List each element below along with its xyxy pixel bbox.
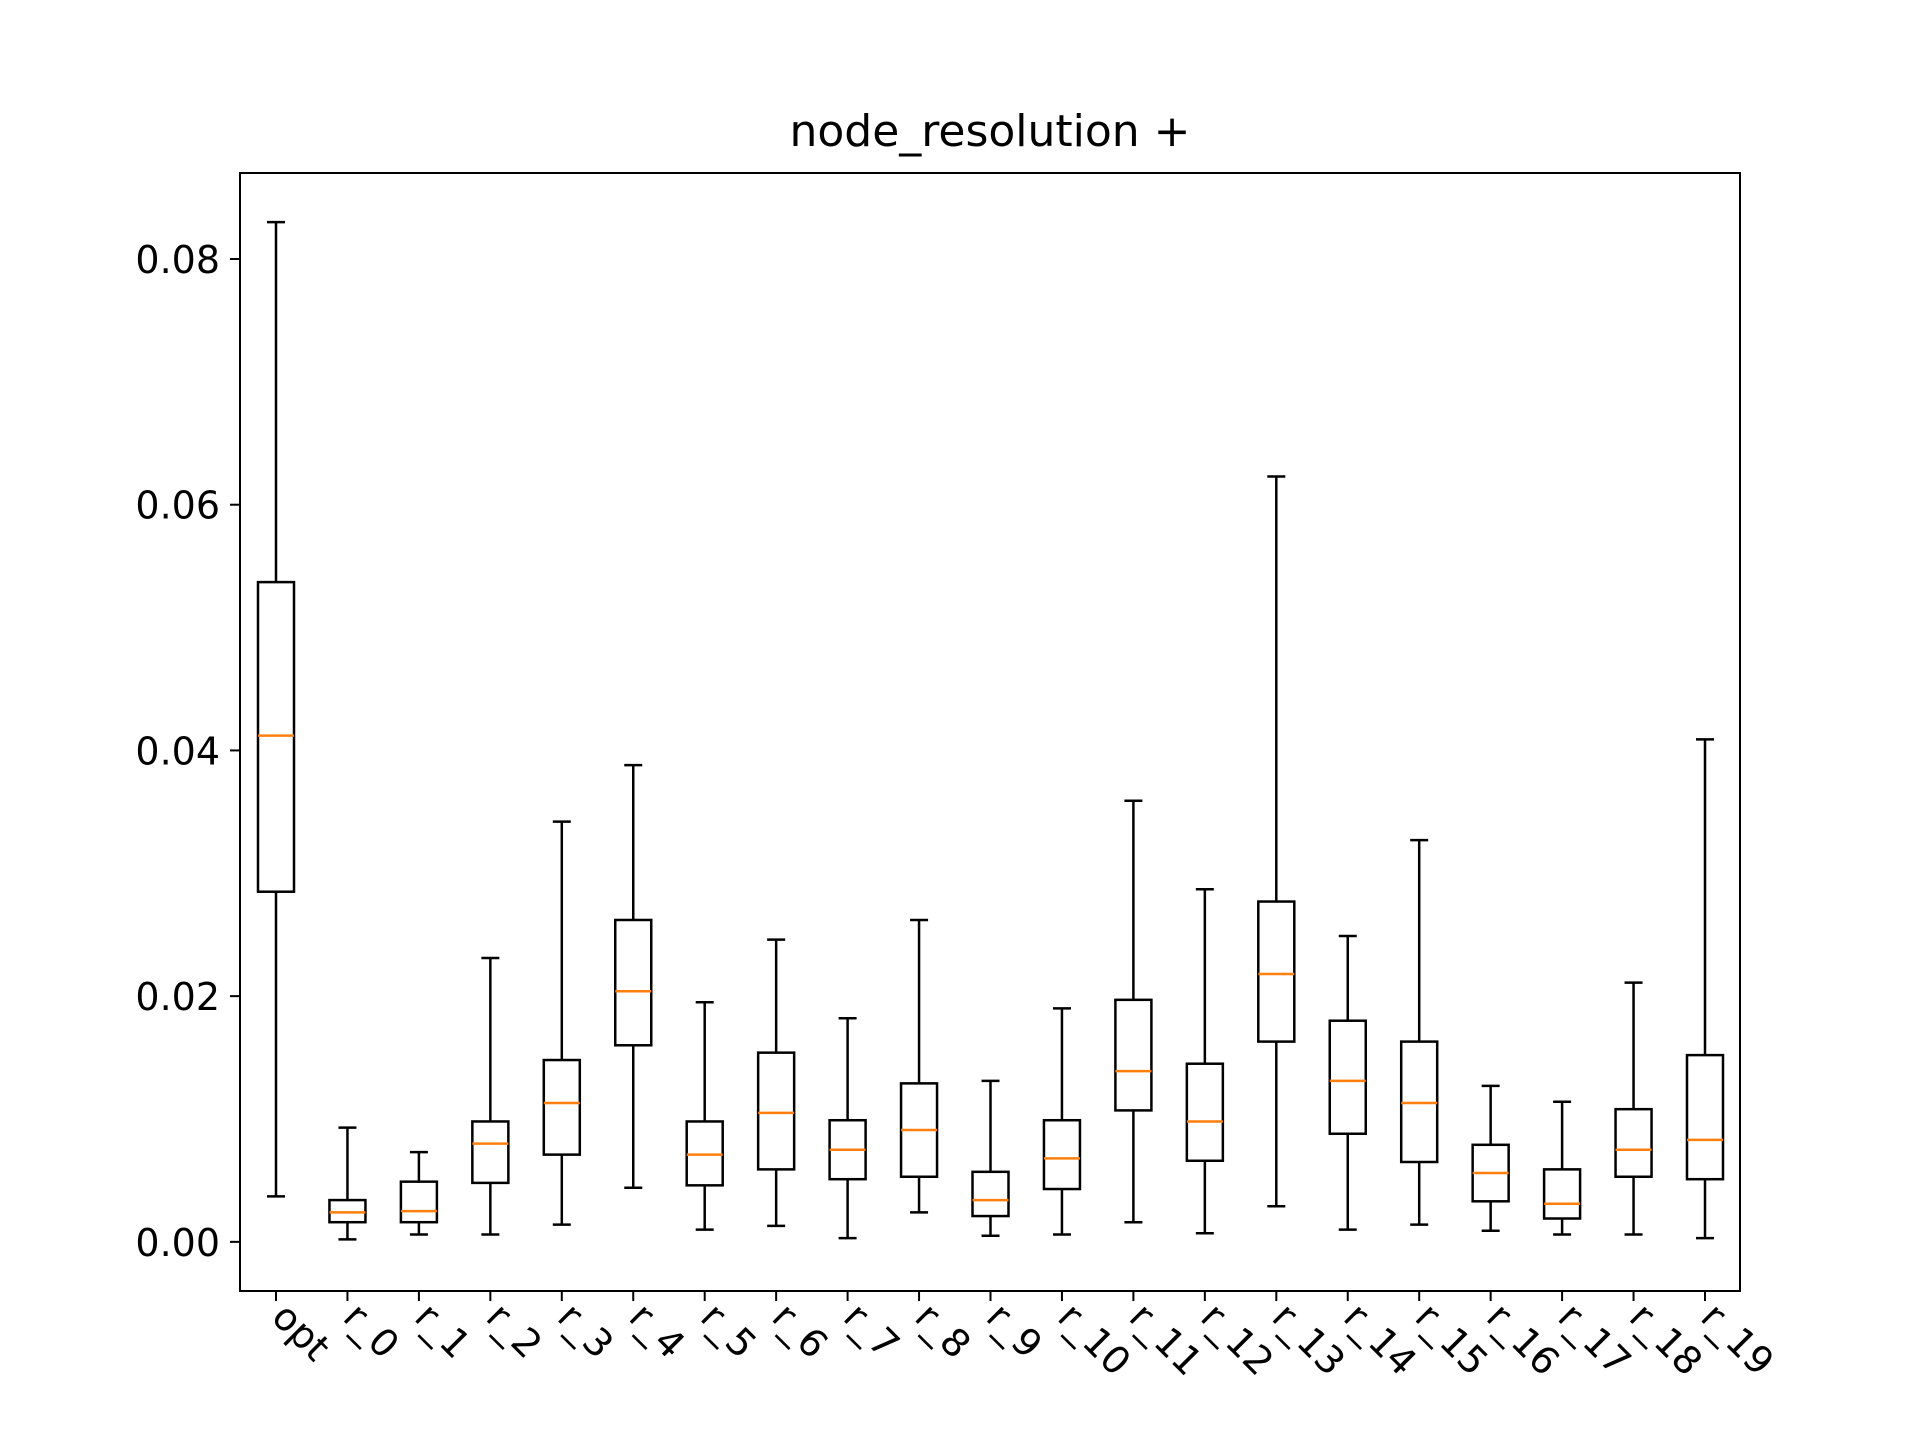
box-r_14 — [1328, 934, 1367, 1231]
x-axis: optr_0r_1r_2r_3r_4r_5r_6r_7r_8r_9r_10r_1… — [264, 1291, 1783, 1384]
iqr-box — [1328, 1019, 1367, 1135]
box-r_10 — [1042, 1007, 1082, 1236]
box-r_9 — [971, 1079, 1010, 1237]
y-tick-label: 0.06 — [135, 484, 220, 528]
x-tick-label: r_9 — [978, 1294, 1051, 1367]
iqr-box — [1685, 1053, 1725, 1181]
iqr-box — [614, 918, 653, 1047]
box-r_11 — [1114, 799, 1153, 1224]
box-r_0 — [328, 1126, 367, 1241]
box-r_19 — [1685, 738, 1725, 1240]
iqr-box — [399, 1180, 439, 1224]
box-r_17 — [1542, 1100, 1582, 1236]
y-tick-label: 0.02 — [135, 975, 220, 1019]
box-r_16 — [1471, 1084, 1510, 1233]
x-tick-label: r_12 — [1192, 1294, 1282, 1384]
box-r_15 — [1399, 838, 1439, 1226]
y-axis: 0.00 0.02 0.04 0.06 0.08 — [135, 238, 240, 1265]
box-r_13 — [1257, 475, 1296, 1208]
box-opt — [256, 220, 296, 1198]
x-tick-label: r_2 — [478, 1294, 551, 1367]
x-tick-label: r_3 — [549, 1294, 622, 1367]
box-r_8 — [899, 918, 939, 1214]
x-tick-label: r_5 — [692, 1294, 765, 1367]
box-r_4 — [614, 763, 653, 1190]
y-tick-label: 0.04 — [135, 729, 220, 773]
iqr-box — [542, 1058, 582, 1156]
box-r_18 — [1614, 981, 1653, 1236]
x-tick-label: r_8 — [907, 1294, 980, 1367]
iqr-box — [1114, 998, 1153, 1112]
x-tick-label: r_19 — [1693, 1294, 1783, 1384]
x-tick-label: r_16 — [1478, 1294, 1568, 1384]
x-tick-label: opt — [264, 1294, 339, 1369]
iqr-box — [971, 1170, 1010, 1218]
iqr-box — [1542, 1168, 1582, 1220]
x-tick-label: r_14 — [1335, 1294, 1425, 1384]
iqr-box — [1185, 1062, 1225, 1163]
x-tick-label: r_6 — [764, 1294, 837, 1367]
y-tick-label: 0.00 — [135, 1221, 220, 1265]
iqr-box — [471, 1120, 510, 1185]
box-r_7 — [828, 1017, 867, 1240]
x-tick-label: r_4 — [621, 1294, 694, 1367]
box-r_3 — [542, 820, 582, 1226]
x-tick-label: r_15 — [1407, 1294, 1497, 1384]
x-tick-label: r_18 — [1621, 1294, 1711, 1384]
x-tick-label: r_11 — [1121, 1294, 1211, 1384]
y-tick-label: 0.08 — [135, 238, 220, 282]
box-r_12 — [1185, 888, 1225, 1235]
box-r_6 — [756, 938, 796, 1228]
x-tick-label: r_7 — [835, 1294, 908, 1367]
iqr-box — [756, 1051, 796, 1171]
iqr-box — [1257, 900, 1296, 1043]
box-r_5 — [685, 1001, 724, 1231]
chart-title: node_resolution + — [789, 106, 1190, 157]
iqr-box — [1614, 1107, 1653, 1178]
boxes-layer — [256, 220, 1725, 1241]
iqr-box — [1042, 1118, 1082, 1191]
x-tick-label: r_17 — [1550, 1294, 1640, 1384]
x-tick-label: r_10 — [1050, 1294, 1140, 1384]
x-tick-label: r_1 — [407, 1294, 480, 1367]
box-r_1 — [399, 1150, 439, 1236]
x-tick-label: r_13 — [1264, 1294, 1354, 1384]
x-tick-label: r_0 — [335, 1294, 408, 1367]
box-r_2 — [471, 956, 510, 1236]
